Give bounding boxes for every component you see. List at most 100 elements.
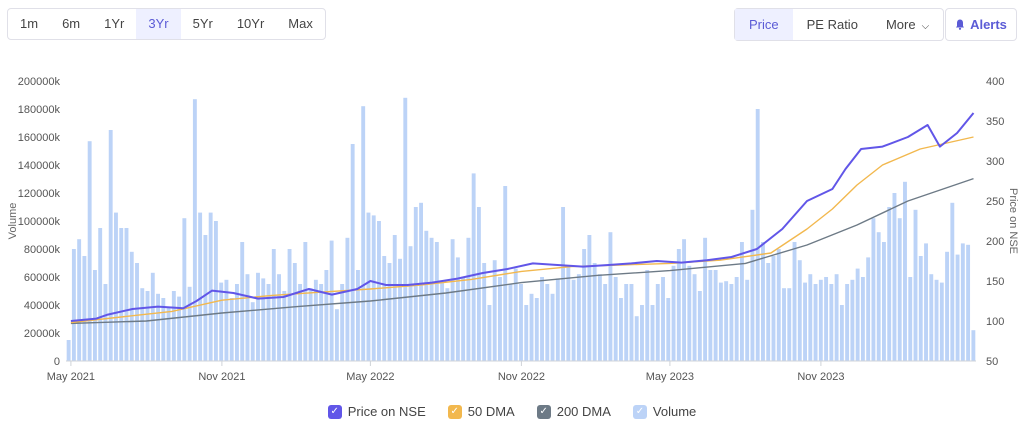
range-max-button[interactable]: Max [288, 16, 313, 31]
50dma-checkbox-icon: ✓ [447, 404, 462, 419]
volume-bar [897, 218, 902, 361]
more-dropdown-button[interactable]: More ⌵ [872, 9, 943, 40]
volume-bar [98, 228, 103, 361]
volume-bar [177, 296, 182, 361]
volume-bar [171, 291, 176, 361]
volume-bar [882, 242, 886, 361]
volume-bar [408, 246, 413, 361]
volume-bar [455, 257, 460, 361]
volume-bar [929, 274, 934, 361]
y-left-tick-label: 20000k [24, 328, 61, 340]
volume-bar [319, 284, 324, 361]
volume-bar [619, 298, 623, 361]
volume-bar [471, 173, 476, 361]
x-tick-label: Nov 2023 [797, 371, 844, 383]
volume-bar [129, 251, 134, 361]
bell-icon [956, 19, 965, 30]
volume-bar [398, 258, 402, 361]
volume-bar [324, 270, 329, 361]
volume-bar [903, 181, 907, 361]
volume-bar [366, 212, 371, 361]
volume-bar [387, 263, 392, 361]
volume-bar [608, 232, 613, 361]
range-5yr-button[interactable]: 5Yr [192, 16, 213, 31]
volume-bar [645, 270, 650, 361]
volume-bar [256, 272, 260, 361]
chart-axes: 0 20000k 40000k 60000k 80000k 100000k 120000k 1… [7, 76, 1019, 383]
volume-bar [687, 265, 692, 361]
volume-bar [634, 316, 639, 361]
volume-bar [729, 284, 734, 361]
legend-item-volume[interactable]: ✓ Volume [632, 404, 697, 419]
y-right-tick-label: 300 [986, 156, 1004, 168]
y-right-tick-label: 400 [986, 76, 1004, 88]
volume-bar [377, 221, 381, 361]
volume-bar [313, 279, 318, 361]
volume-bar [650, 305, 655, 361]
y-left-tick-label: 0 [54, 356, 60, 368]
volume-bar [640, 305, 644, 361]
x-tick-label: May 2021 [47, 371, 95, 383]
volume-bar [108, 130, 113, 361]
volume-bar [203, 235, 208, 361]
pe-ratio-view-button[interactable]: PE Ratio [806, 17, 858, 32]
volume-bar [824, 277, 829, 361]
volume-bar [850, 279, 855, 361]
volume-bar [834, 274, 839, 361]
volume-bar [703, 237, 708, 361]
legend-label-50dma: 50 DMA [467, 404, 515, 419]
volume-bar [887, 207, 892, 361]
volume-bar [166, 307, 171, 361]
volume-bar [482, 263, 487, 361]
range-1yr-button[interactable]: 1Yr [104, 16, 125, 31]
legend-item-50dma[interactable]: ✓ 50 DMA [447, 404, 515, 419]
volume-bar [229, 298, 234, 361]
volume-bar [235, 284, 239, 361]
volume-bar [440, 282, 445, 361]
volume-bar [140, 288, 145, 361]
price-line [70, 112, 975, 322]
y-left-tick-label: 40000k [24, 300, 61, 312]
volume-bar [329, 240, 334, 361]
legend-item-price[interactable]: ✓ Price on NSE [327, 404, 426, 419]
legend-label-volume: Volume [652, 404, 697, 419]
price-lines [70, 112, 975, 325]
volume-bar [860, 277, 865, 361]
y-right-tick-label: 100 [986, 316, 1004, 328]
x-tick-label: Nov 2022 [498, 371, 545, 383]
legend-item-200dma[interactable]: ✓ 200 DMA [536, 404, 611, 419]
alerts-button[interactable]: Alerts [945, 8, 1017, 41]
chevron-down-icon: ⌵ [921, 21, 930, 32]
range-6m-button[interactable]: 6m [62, 16, 81, 31]
volume-bar [808, 274, 813, 361]
price-view-button[interactable]: Price [735, 9, 793, 40]
dma200-line [70, 177, 974, 325]
volume-bar [592, 263, 597, 361]
volume-bar [771, 256, 776, 361]
x-tick-label: May 2023 [646, 371, 694, 383]
volume-bar [492, 260, 497, 361]
volume-bar [224, 279, 229, 361]
volume-bar [692, 274, 697, 361]
volume-bar [576, 274, 581, 361]
volume-bar [135, 263, 139, 361]
volume-bar [603, 284, 608, 361]
volume-bar [334, 309, 339, 361]
volume-bar [271, 249, 276, 361]
volume-bar [845, 284, 850, 361]
range-3yr-button[interactable]: 3Yr [136, 9, 181, 39]
volume-bar [892, 193, 897, 361]
range-10yr-button[interactable]: 10Yr [236, 16, 265, 31]
volume-bar [782, 288, 786, 361]
volume-bar [792, 242, 797, 361]
volume-bar [966, 244, 971, 361]
volume-bar [855, 268, 860, 361]
volume-bar [540, 277, 544, 361]
volume-bar [697, 291, 702, 361]
volume-bar [708, 270, 713, 361]
volume-bar [529, 293, 534, 361]
y-right-tick-label: 150 [986, 276, 1004, 288]
x-tick-label: Nov 2021 [198, 371, 245, 383]
range-1m-button[interactable]: 1m [20, 16, 39, 31]
y-right-tick-label: 200 [986, 236, 1004, 248]
